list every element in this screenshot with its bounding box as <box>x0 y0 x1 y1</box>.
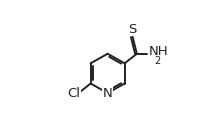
Text: NH: NH <box>148 45 168 58</box>
Text: Cl: Cl <box>67 87 80 100</box>
Text: N: N <box>103 87 113 100</box>
Text: 2: 2 <box>154 56 160 66</box>
Text: S: S <box>128 23 137 36</box>
